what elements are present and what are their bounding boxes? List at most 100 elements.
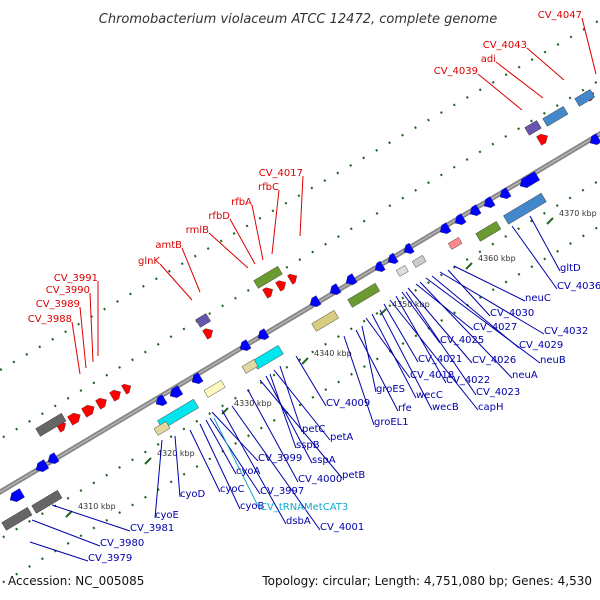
reverse-gene-label: cyoA bbox=[236, 466, 261, 477]
scale-tick-label: 4340 kbp bbox=[314, 349, 352, 358]
label-leader-line bbox=[495, 61, 544, 99]
label-leader-line bbox=[295, 355, 327, 407]
feature-box[interactable] bbox=[311, 310, 339, 332]
reverse-gene-label: dsbA bbox=[286, 516, 311, 527]
label-leader-line bbox=[279, 365, 303, 433]
reverse-gene-label: rfe bbox=[398, 403, 412, 414]
reverse-gene-label: sspB bbox=[296, 440, 320, 451]
gene-feature[interactable] bbox=[45, 452, 60, 467]
feature-box[interactable] bbox=[447, 237, 463, 250]
label-leader-line bbox=[439, 271, 545, 335]
reverse-gene-label: CV_3997 bbox=[260, 486, 304, 497]
scale-tick-mark bbox=[144, 457, 152, 465]
reverse-gene-label: CV_4022 bbox=[446, 375, 490, 386]
reverse-gene-label: CV_3981 bbox=[130, 523, 174, 534]
gene-feature[interactable] bbox=[7, 488, 25, 505]
gene-feature[interactable] bbox=[401, 242, 415, 256]
feature-box[interactable] bbox=[1, 506, 33, 531]
feature-box[interactable] bbox=[253, 266, 283, 289]
gene-feature[interactable] bbox=[497, 187, 512, 202]
gene-feature[interactable] bbox=[237, 339, 252, 354]
label-leader-line bbox=[211, 411, 259, 462]
gene-feature[interactable] bbox=[81, 403, 96, 418]
map-title: Chromobacterium violaceum ATCC 12472, co… bbox=[99, 12, 497, 27]
gene-feature[interactable] bbox=[536, 132, 550, 146]
label-leader-line bbox=[425, 277, 541, 364]
gene-feature[interactable] bbox=[343, 273, 358, 288]
gene-feature[interactable] bbox=[467, 204, 482, 219]
feature-box[interactable] bbox=[195, 313, 211, 328]
gene-feature[interactable] bbox=[121, 382, 133, 395]
gene-feature[interactable] bbox=[452, 213, 467, 228]
label-leader-line bbox=[181, 247, 201, 293]
feature-box[interactable] bbox=[241, 359, 259, 374]
label-leader-line bbox=[299, 175, 304, 237]
feature-box[interactable] bbox=[503, 192, 547, 225]
feature-box[interactable] bbox=[35, 412, 67, 437]
label-leader-line bbox=[247, 389, 299, 483]
gene-feature[interactable] bbox=[189, 372, 204, 387]
reverse-gene-label: cyoD bbox=[180, 489, 206, 500]
feature-box[interactable] bbox=[411, 255, 427, 268]
feature-box[interactable] bbox=[347, 282, 381, 308]
accession-text: Accession: NC_005085 bbox=[8, 574, 145, 588]
reverse-gene-label: CV_tRNAMetCAT3 bbox=[260, 502, 348, 513]
gene-feature[interactable] bbox=[255, 328, 270, 343]
forward-gene-label: CV_4017 bbox=[259, 168, 303, 179]
reverse-gene-label: CV_4030 bbox=[490, 308, 534, 319]
gene-feature[interactable] bbox=[153, 394, 168, 409]
reverse-gene-label: gltD bbox=[560, 263, 581, 274]
label-leader-line bbox=[229, 218, 256, 265]
reverse-gene-label: CV_4032 bbox=[544, 326, 588, 337]
gene-feature[interactable] bbox=[287, 272, 299, 285]
reverse-gene-label: CV_4001 bbox=[320, 522, 364, 533]
label-leader-line bbox=[431, 275, 520, 349]
gene-feature[interactable] bbox=[517, 171, 540, 190]
reverse-gene-label: CV_4009 bbox=[326, 398, 370, 409]
label-leader-line bbox=[154, 439, 163, 519]
gene-feature[interactable] bbox=[167, 385, 184, 401]
gene-feature[interactable] bbox=[109, 388, 123, 402]
scale-tick-mark bbox=[465, 262, 473, 270]
reverse-gene-label: neuA bbox=[512, 370, 538, 381]
gene-feature[interactable] bbox=[587, 133, 600, 148]
gene-feature[interactable] bbox=[275, 278, 288, 292]
scale-tick-label: 4320 kbp bbox=[157, 449, 195, 458]
feature-box[interactable] bbox=[475, 221, 502, 242]
gene-feature[interactable] bbox=[385, 252, 399, 266]
label-leader-line bbox=[453, 265, 526, 302]
gene-feature[interactable] bbox=[95, 396, 109, 410]
gene-feature[interactable] bbox=[67, 411, 82, 426]
feature-box[interactable] bbox=[524, 120, 542, 136]
feature-box[interactable] bbox=[574, 89, 596, 107]
label-leader-line bbox=[526, 47, 565, 81]
label-leader-line bbox=[208, 232, 249, 269]
label-leader-line bbox=[231, 405, 321, 531]
feature-box[interactable] bbox=[542, 106, 569, 127]
forward-gene-label: glnK bbox=[138, 256, 160, 267]
gene-feature[interactable] bbox=[437, 222, 452, 237]
feature-box[interactable] bbox=[31, 489, 63, 514]
feature-box[interactable] bbox=[203, 380, 226, 398]
reverse-gene-label: cyoE bbox=[155, 510, 179, 521]
gene-feature[interactable] bbox=[307, 295, 322, 310]
gene-feature[interactable] bbox=[327, 283, 342, 298]
scale-tick-mark bbox=[546, 217, 554, 225]
gene-feature[interactable] bbox=[372, 260, 386, 274]
label-leader-line bbox=[511, 225, 558, 290]
gene-feature[interactable] bbox=[202, 326, 215, 340]
gene-feature[interactable] bbox=[481, 196, 496, 211]
reverse-gene-label: CV_4027 bbox=[473, 322, 517, 333]
reverse-gene-label: CV_4023 bbox=[476, 387, 520, 398]
reverse-gene-label: neuB bbox=[540, 355, 566, 366]
feature-box[interactable] bbox=[395, 265, 409, 277]
gene-feature[interactable] bbox=[262, 285, 275, 299]
reverse-gene-label: wecB bbox=[432, 402, 459, 413]
gene-feature[interactable] bbox=[33, 459, 50, 475]
scale-tick-mark bbox=[301, 357, 309, 365]
reverse-gene-label: cyoC bbox=[220, 484, 245, 495]
feature-box[interactable] bbox=[153, 421, 171, 436]
forward-gene-label: CV_4047 bbox=[538, 10, 582, 21]
forward-gene-label: CV_3991 bbox=[54, 273, 98, 284]
